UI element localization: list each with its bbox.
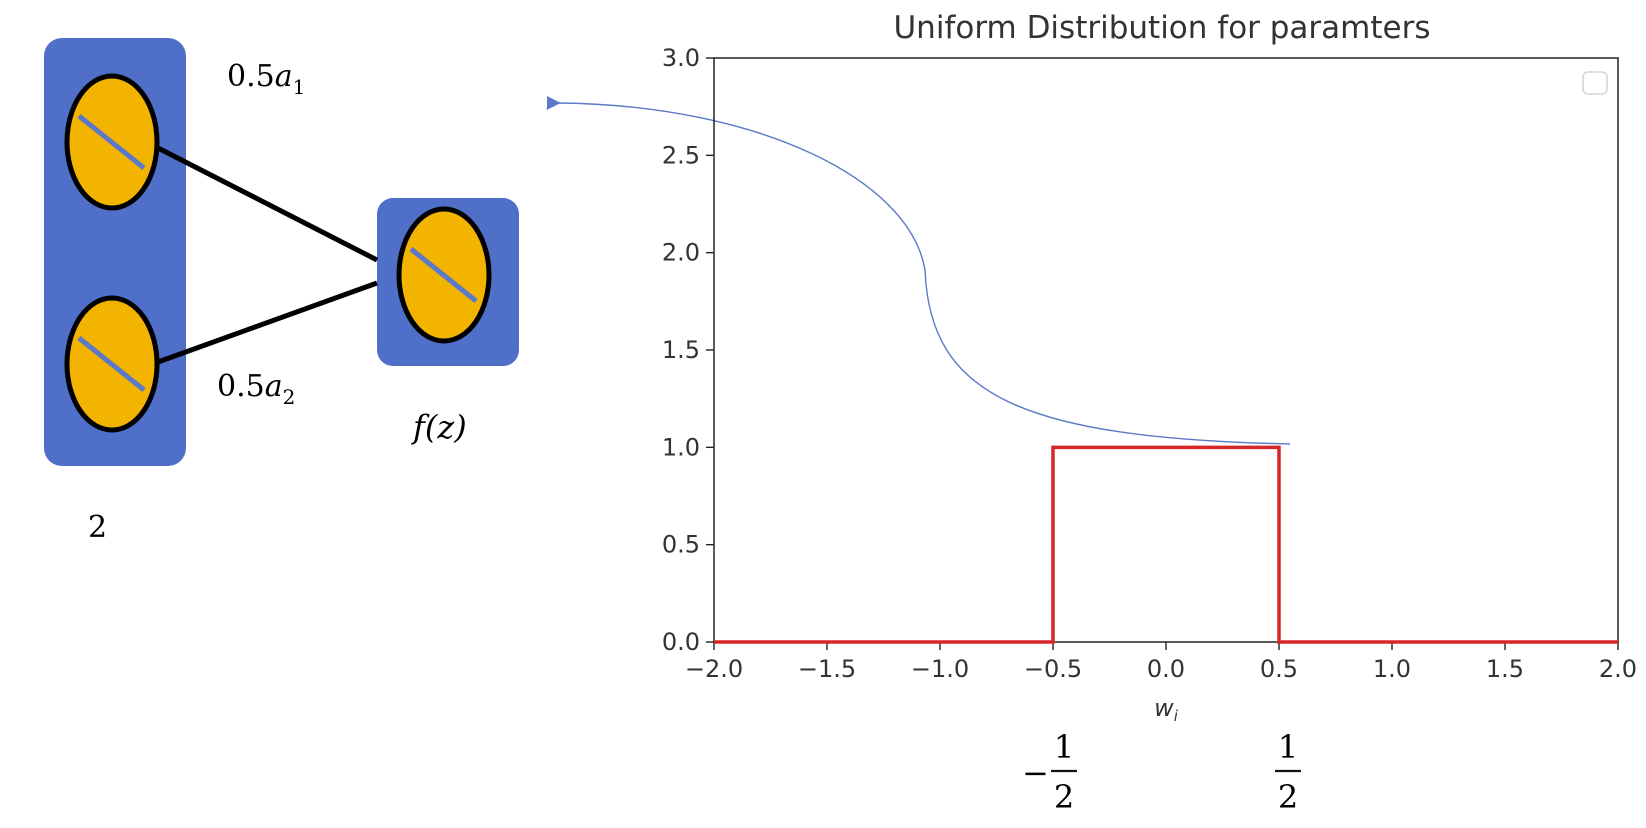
x-axis-ticks: −2.0 −1.5 −1.0 −0.5 0.0 0.5 1.0 1.5 2.0 [685,642,1637,683]
edge-bottom [157,280,378,365]
fraction-right: 1 2 [1275,728,1301,816]
layer-size-label: 2 [88,510,107,545]
series-layer [714,445,1618,644]
x-tick-label: 1.5 [1486,655,1524,683]
neuron-slash-icon [77,336,146,392]
x-tick-label: 0.0 [1147,655,1185,683]
fraction-left-numerator: 1 [1054,728,1074,766]
x-tick-label: 0.5 [1260,655,1298,683]
y-tick-label: 3.0 [662,44,700,72]
network-diagram: 0.5a1 0.5a2 f(z) 2 [44,38,519,545]
y-tick-label: 2.5 [662,141,700,169]
x-axis-label: wi [1154,694,1179,725]
output-neuron [396,206,492,344]
annotation-arrow [546,95,1291,445]
y-tick-label: 0.0 [662,628,700,656]
legend-box [1582,71,1608,95]
fraction-right-numerator: 1 [1278,728,1298,766]
fraction-right-denominator: 2 [1278,778,1298,816]
output-function-label: f(z) [411,408,467,446]
fraction-left-denominator: 2 [1054,778,1074,816]
y-tick-label: 1.5 [662,336,700,364]
plot-area [713,57,1619,643]
y-tick-label: 1.0 [662,433,700,461]
x-tick-label: −1.0 [911,655,969,683]
neuron-slash-icon [409,247,478,303]
chart-title: Uniform Distribution for paramters [893,10,1430,46]
x-tick-label: −2.0 [685,655,743,683]
x-tick-label: −1.5 [798,655,856,683]
fraction-left-sign: − [1022,754,1049,792]
edge-top [156,145,379,263]
input-neuron-bottom [64,295,160,433]
chart: Uniform Distribution for paramters −2.0−… [662,10,1637,725]
x-tick-label: −0.5 [1024,655,1082,683]
y-tick-label: 0.5 [662,531,700,559]
x-tick-label: 2.0 [1599,655,1637,683]
weight-bottom-label: 0.5a2 [217,369,295,409]
y-tick-label: 2.0 [662,239,700,267]
x-tick-label: 1.0 [1373,655,1411,683]
neuron-slash-icon [77,114,146,170]
weight-top-label: 0.5a1 [227,59,305,99]
y-axis-ticks: 0.0 0.5 1.0 1.5 2.0 2.5 3.0 [662,44,714,656]
uniform-distribution-line-1 [714,445,1618,644]
fraction-left: − 1 2 [1022,728,1077,816]
input-neuron-top [64,73,160,211]
